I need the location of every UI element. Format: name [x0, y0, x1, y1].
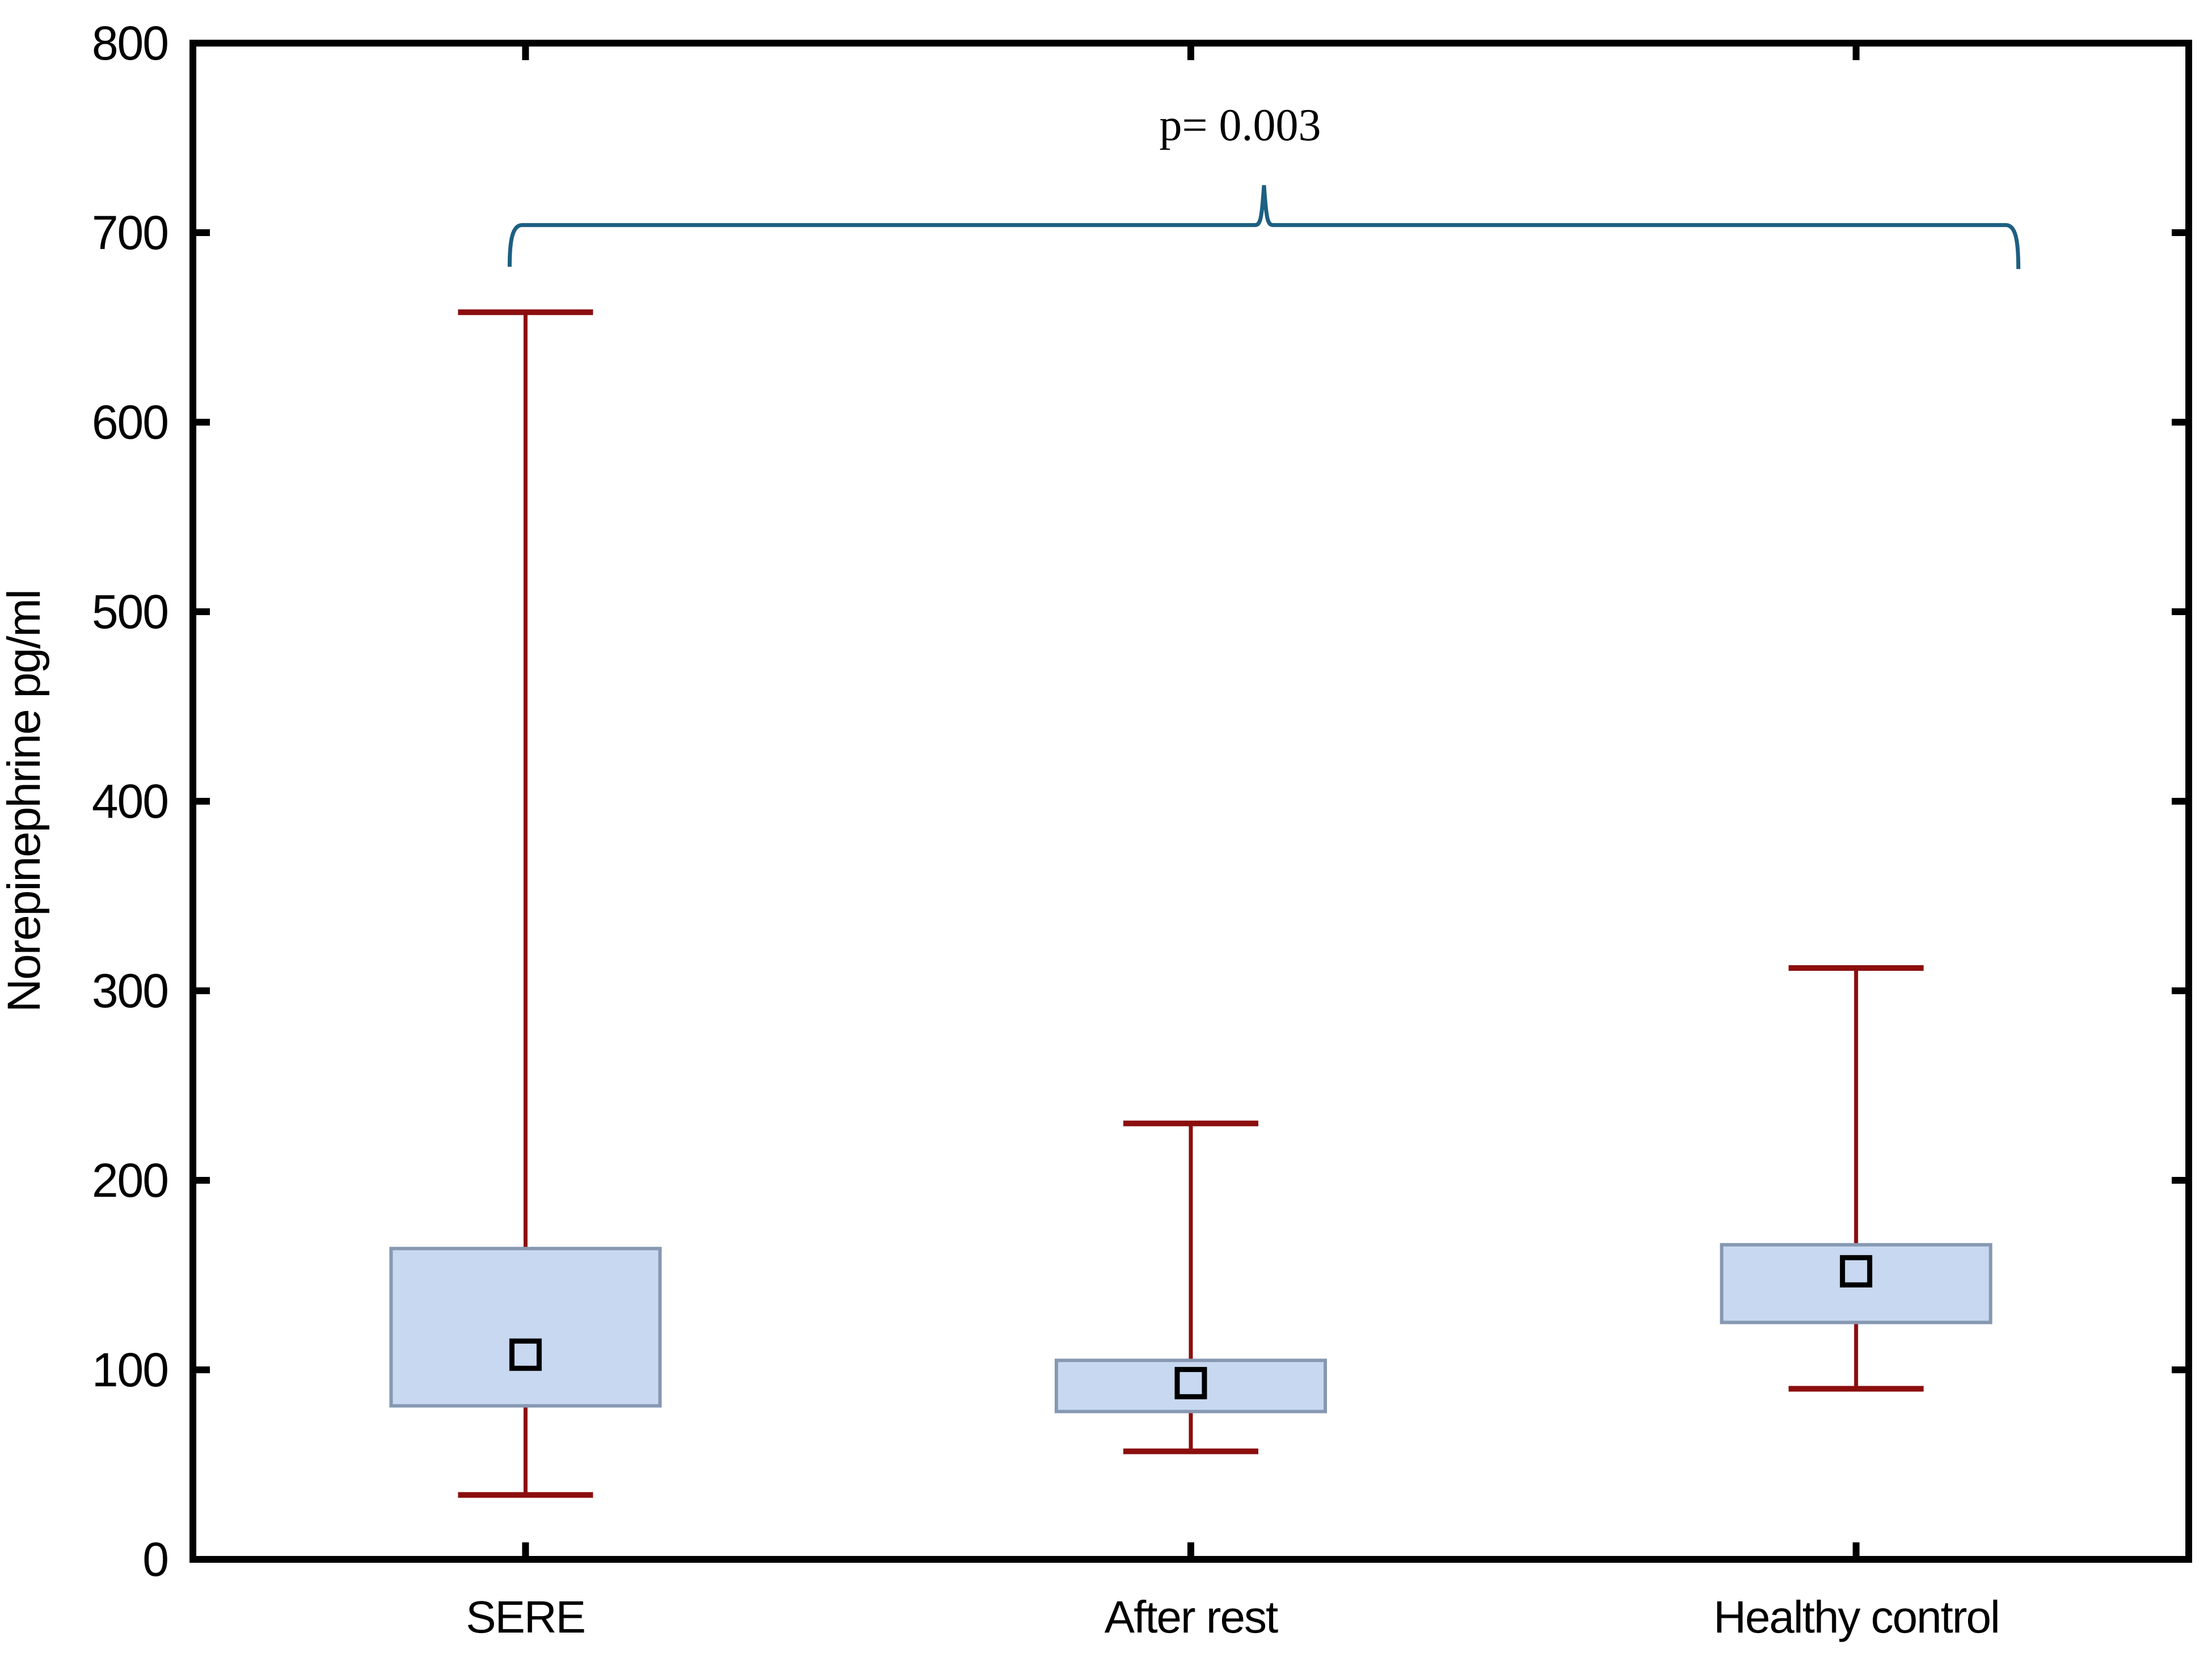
- x-label-sere: SERE: [466, 1592, 585, 1642]
- x-label-after-rest: After rest: [1105, 1592, 1278, 1642]
- y-tick-label-100: 100: [92, 1343, 168, 1397]
- y-tick-label-700: 700: [92, 206, 168, 259]
- y-tick-label-500: 500: [92, 585, 168, 638]
- y-tick-label-800: 800: [92, 16, 168, 70]
- y-tick-label-300: 300: [92, 964, 168, 1017]
- mean-marker-healthy-control: [1840, 1255, 1873, 1288]
- x-label-healthy-control: Healthy control: [1713, 1592, 1999, 1642]
- y-axis-title: Norepinephrine pg/ml: [0, 590, 50, 1012]
- y-tick-label-400: 400: [92, 775, 168, 828]
- p-value-label: p= 0.003: [1159, 100, 1321, 150]
- mean-marker-sere: [509, 1338, 542, 1371]
- box-sere: [389, 1247, 662, 1408]
- mean-marker-after-rest: [1174, 1366, 1207, 1399]
- y-tick-label-0: 0: [142, 1533, 168, 1586]
- y-tick-label-600: 600: [92, 396, 168, 449]
- y-tick-label-200: 200: [92, 1154, 168, 1207]
- significance-bracket: [507, 185, 2021, 270]
